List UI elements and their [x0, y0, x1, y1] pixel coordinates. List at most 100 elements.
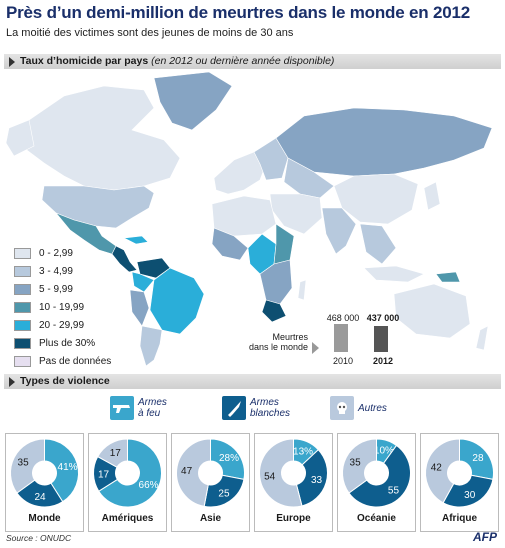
donut-slice [459, 438, 494, 480]
legend-label: Plus de 30% [39, 337, 96, 349]
region-southeast-asia [359, 223, 397, 265]
murders-inset: Meurtres dans le monde 468 000 2010 437 … [240, 313, 410, 370]
legend-item: 20 - 29,99 [14, 316, 111, 334]
knife-icon [222, 396, 246, 420]
map-legend: 0 - 2,99 3 - 4,99 5 - 9,99 10 - 19,99 20 - 2… [14, 244, 111, 370]
donut-slice-label: 33 [311, 475, 323, 486]
legend-swatch [14, 301, 31, 313]
skull-icon [330, 396, 354, 420]
donut-slice-label: 47 [181, 466, 193, 477]
region-north-africa [211, 195, 277, 237]
donut-panel-title: Amériques [101, 513, 154, 524]
region-greenland [153, 71, 233, 131]
region-colombia [131, 271, 155, 293]
legend-swatch [14, 247, 31, 259]
donut-slice-label: 25 [218, 488, 230, 499]
region-europe-west [213, 151, 267, 195]
donut-panel: 66% 17 17 Amériques [88, 433, 167, 532]
region-australia [393, 283, 471, 339]
legend-swatch [14, 283, 31, 295]
murders-2012-value: 437 000 [366, 313, 400, 323]
donut-slice-label: 30 [464, 490, 476, 501]
triangle-icon [9, 377, 15, 387]
donut-slice [442, 474, 494, 508]
region-indonesia [363, 265, 425, 283]
region-madagascar [297, 279, 307, 301]
gun-icon [110, 396, 134, 420]
donut-slice [97, 438, 128, 468]
donut-panel: 10% 55 35 Océanie [337, 433, 416, 532]
donut-slice [425, 438, 460, 504]
donut-slice-label: 17 [98, 469, 110, 480]
murders-2010-bar [334, 324, 348, 352]
donut-chart: 41% 24 35 [10, 438, 79, 508]
donut-slice [98, 438, 162, 508]
map-section-note: (en 2012 ou dernière année disponible) [151, 55, 335, 67]
region-india [321, 207, 357, 255]
donut-slice-label: 24 [34, 492, 46, 503]
region-new-zealand [475, 325, 489, 351]
donut-chart: 28% 25 47 [176, 438, 245, 508]
donut-slice-label: 35 [18, 458, 30, 469]
donut-panel: 13% 33 54 Europe [254, 433, 333, 532]
region-caribbean [122, 235, 149, 245]
donut-panel-title: Afrique [442, 513, 477, 524]
page-subtitle: La moitié des victimes sont des jeunes d… [6, 27, 294, 39]
donut-chart: 10% 55 35 [342, 438, 411, 508]
region-japan [423, 181, 441, 211]
legend-item: Plus de 30% [14, 334, 111, 352]
donut-slice [10, 438, 45, 494]
donut-panel: 28 30 42 Afrique [420, 433, 499, 532]
region-usa [41, 185, 155, 229]
donut-panel-title: Europe [276, 513, 311, 524]
donut-slice [259, 438, 303, 508]
legend-label: 0 - 2,99 [39, 247, 73, 259]
donut-slice-label: 35 [350, 458, 362, 469]
world-map [5, 71, 493, 367]
donut-slice-label: 41% [58, 462, 78, 473]
donut-slice-label: 66% [139, 480, 159, 491]
afp-logo: AFP [473, 530, 497, 544]
legend-swatch [14, 319, 31, 331]
donut-slice-label: 28% [219, 453, 239, 464]
violence-section-label: Types de violence [20, 375, 110, 387]
region-east-africa [273, 223, 295, 265]
donut-panel-title: Monde [28, 513, 61, 524]
region-middle-east [269, 193, 323, 235]
violence-type-blades: Armes blanches [250, 397, 291, 419]
source-note: Source : ONUDC [6, 533, 72, 543]
legend-label: 20 - 29,99 [39, 319, 85, 331]
region-west-africa [211, 227, 249, 261]
map-section-band: Taux d’homicide par pays (en 2012 ou der… [4, 54, 501, 69]
legend-swatch [14, 337, 31, 349]
legend-label: 3 - 4,99 [39, 265, 73, 277]
region-south-africa [261, 299, 287, 323]
donut-slice-label: 13% [293, 446, 313, 457]
murders-2010-value: 468 000 [326, 313, 360, 323]
legend-item: 5 - 9,99 [14, 280, 111, 298]
region-brazil [149, 267, 205, 335]
legend-item: 10 - 19,99 [14, 298, 111, 316]
donut-slice [210, 438, 245, 480]
donut-slice [295, 449, 328, 507]
region-alaska [5, 119, 35, 157]
legend-swatch [14, 265, 31, 277]
violence-section-band: Types de violence [4, 374, 501, 389]
legend-swatch [14, 355, 31, 367]
legend-label: 5 - 9,99 [39, 283, 73, 295]
region-canada [23, 85, 181, 191]
donut-panel: 28% 25 47 Asie [171, 433, 250, 532]
legend-label: 10 - 19,99 [39, 301, 85, 313]
region-central-america [111, 245, 138, 273]
legend-item: Pas de données [14, 352, 111, 370]
legend-item: 3 - 4,99 [14, 262, 111, 280]
region-argentina [139, 325, 163, 367]
donut-slice-label: 17 [110, 448, 122, 459]
region-china [333, 173, 419, 225]
legend-item: 0 - 2,99 [14, 244, 111, 262]
murders-2012-year: 2012 [372, 356, 394, 366]
donut-panel: 41% 24 35 Monde [5, 433, 84, 532]
donut-slice-label: 42 [431, 463, 443, 474]
donut-slice [176, 438, 211, 507]
